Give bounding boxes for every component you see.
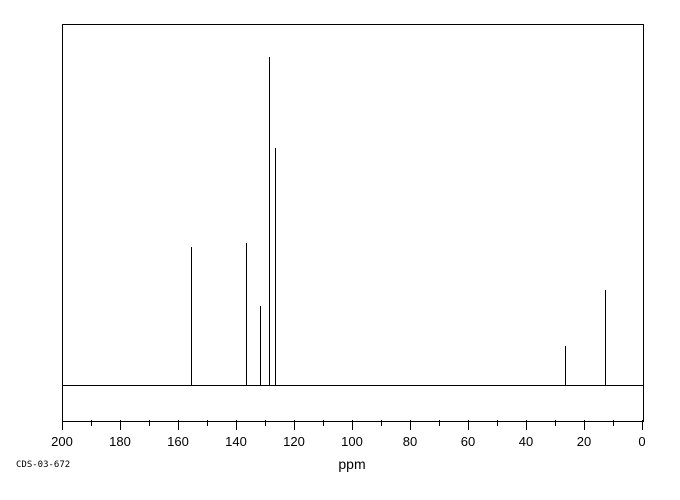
spectrum-peak (275, 148, 276, 386)
footer-label: CDS-03-672 (16, 460, 70, 470)
spectrum-peak (191, 247, 192, 386)
x-tick-label: 180 (109, 434, 131, 449)
x-tick-major (468, 420, 469, 430)
x-tick-major (410, 420, 411, 430)
x-tick-minor (149, 420, 150, 426)
x-tick-major (178, 420, 179, 430)
spectrum-peak (246, 243, 247, 386)
x-tick-major (526, 420, 527, 430)
x-tick-label: 60 (461, 434, 475, 449)
x-tick-minor (613, 420, 614, 426)
spectrum-peak (269, 57, 270, 386)
x-tick-major (352, 420, 353, 430)
x-tick-label: 0 (638, 434, 645, 449)
x-tick-major (236, 420, 237, 430)
x-tick-label: 120 (283, 434, 305, 449)
x-tick-label: 160 (167, 434, 189, 449)
x-tick-minor (555, 420, 556, 426)
x-tick-minor (497, 420, 498, 426)
plot-area (62, 24, 644, 422)
x-tick-minor (91, 420, 92, 426)
spectrum-peak (565, 346, 566, 386)
x-tick-major (642, 420, 643, 430)
x-tick-major (294, 420, 295, 430)
x-tick-major (584, 420, 585, 430)
x-tick-label: 100 (341, 434, 363, 449)
baseline (63, 385, 643, 386)
spectrum-peak (260, 306, 261, 385)
x-tick-minor (265, 420, 266, 426)
x-tick-minor (381, 420, 382, 426)
nmr-chart: ppm CDS-03-672 2001801601401201008060402… (0, 0, 680, 500)
x-tick-label: 20 (577, 434, 591, 449)
x-tick-minor (207, 420, 208, 426)
x-tick-minor (439, 420, 440, 426)
x-tick-label: 40 (519, 434, 533, 449)
x-tick-label: 80 (403, 434, 417, 449)
x-axis-label: ppm (338, 456, 365, 472)
x-tick-major (120, 420, 121, 430)
x-tick-label: 140 (225, 434, 247, 449)
x-tick-major (62, 420, 63, 430)
x-tick-label: 200 (51, 434, 73, 449)
x-tick-minor (323, 420, 324, 426)
spectrum-peak (605, 290, 606, 385)
